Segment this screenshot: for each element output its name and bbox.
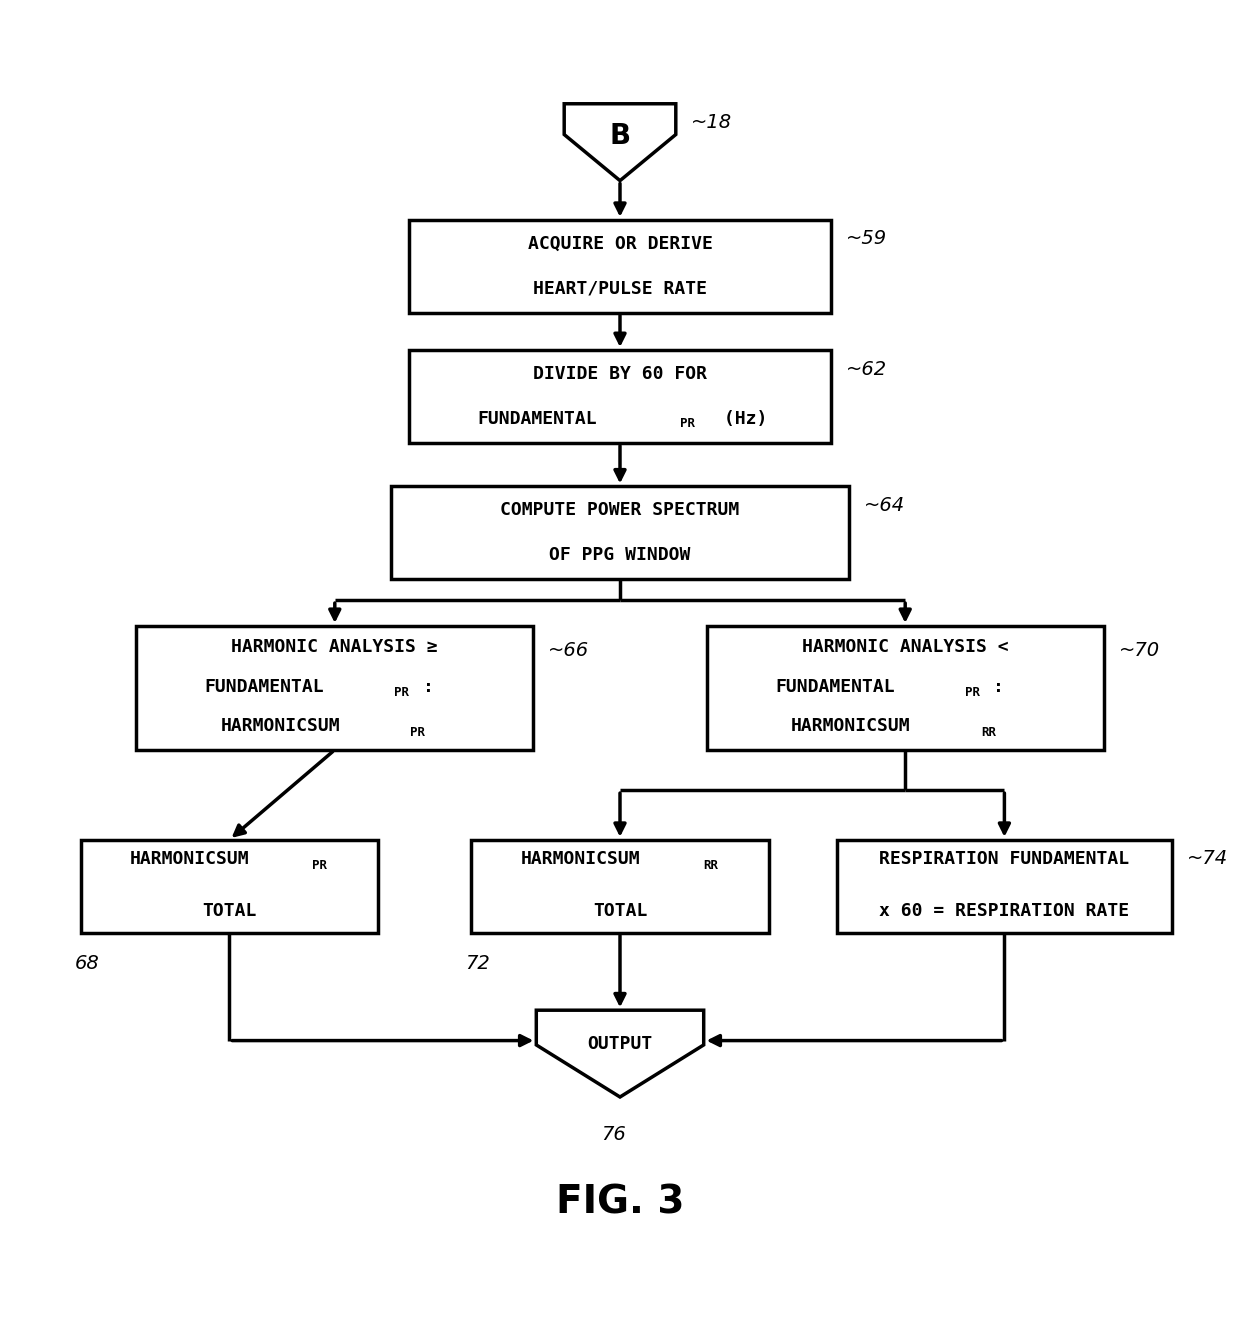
Text: ~18: ~18 — [691, 113, 732, 131]
Text: PR: PR — [680, 418, 694, 430]
Text: COMPUTE POWER SPECTRUM: COMPUTE POWER SPECTRUM — [501, 501, 739, 520]
Bar — [81, 839, 378, 932]
Bar — [837, 839, 1172, 932]
Text: 72: 72 — [465, 955, 490, 973]
Polygon shape — [564, 103, 676, 180]
Text: ACQUIRE OR DERIVE: ACQUIRE OR DERIVE — [527, 235, 713, 253]
Text: B: B — [609, 122, 631, 150]
Text: FUNDAMENTAL: FUNDAMENTAL — [205, 678, 324, 696]
Text: RESPIRATION FUNDAMENTAL: RESPIRATION FUNDAMENTAL — [879, 850, 1130, 869]
Text: PR: PR — [312, 859, 327, 871]
Text: HEART/PULSE RATE: HEART/PULSE RATE — [533, 280, 707, 297]
Text: :: : — [993, 678, 1004, 696]
Text: FUNDAMENTAL: FUNDAMENTAL — [775, 678, 894, 696]
Text: ~70: ~70 — [1118, 640, 1159, 660]
Text: HARMONIC ANALYSIS ≥: HARMONIC ANALYSIS ≥ — [232, 638, 438, 656]
Text: ~64: ~64 — [864, 496, 905, 514]
Text: HARMONICSUM: HARMONICSUM — [130, 850, 249, 869]
Text: HARMONICSUM: HARMONICSUM — [521, 850, 640, 869]
Text: HARMONICSUM: HARMONICSUM — [791, 717, 910, 735]
Text: DIVIDE BY 60 FOR: DIVIDE BY 60 FOR — [533, 365, 707, 383]
Text: x 60 = RESPIRATION RATE: x 60 = RESPIRATION RATE — [879, 902, 1130, 920]
Bar — [471, 839, 769, 932]
Polygon shape — [536, 1010, 704, 1097]
Text: HARMONICSUM: HARMONICSUM — [221, 717, 340, 735]
Text: ~74: ~74 — [1187, 850, 1228, 869]
Text: OF PPG WINDOW: OF PPG WINDOW — [549, 546, 691, 564]
Text: ~66: ~66 — [548, 640, 589, 660]
Bar — [409, 220, 831, 313]
Text: RR: RR — [981, 725, 996, 739]
Bar — [707, 626, 1104, 749]
Text: FIG. 3: FIG. 3 — [556, 1183, 684, 1221]
Bar — [136, 626, 533, 749]
Text: 68: 68 — [74, 955, 99, 973]
Text: FUNDAMENTAL: FUNDAMENTAL — [477, 410, 596, 428]
Text: TOTAL: TOTAL — [593, 902, 647, 920]
Text: :: : — [423, 678, 434, 696]
Text: (Hz): (Hz) — [713, 410, 768, 428]
Text: ~59: ~59 — [846, 229, 887, 248]
Text: HARMONIC ANALYSIS <: HARMONIC ANALYSIS < — [802, 638, 1008, 656]
Text: RR: RR — [703, 859, 718, 871]
Text: 76: 76 — [601, 1124, 626, 1144]
Text: ~62: ~62 — [846, 359, 887, 379]
Text: TOTAL: TOTAL — [202, 902, 257, 920]
Bar — [409, 350, 831, 443]
Text: PR: PR — [394, 687, 409, 699]
Text: OUTPUT: OUTPUT — [588, 1034, 652, 1053]
Bar — [391, 487, 849, 579]
Text: PR: PR — [410, 725, 425, 739]
Text: PR: PR — [965, 687, 980, 699]
